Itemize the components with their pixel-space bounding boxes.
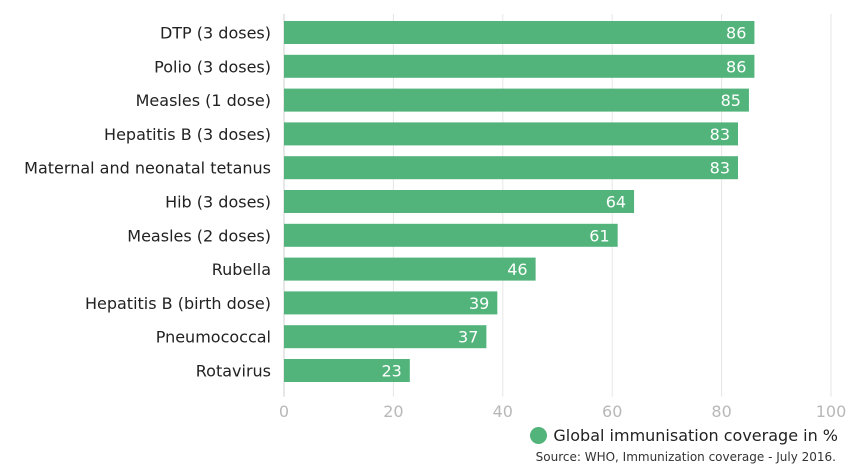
category-label: Polio (3 doses) <box>154 57 271 76</box>
category-label: Pneumococcal <box>156 328 271 347</box>
x-tick-label-100: 100 <box>816 402 847 421</box>
value-label: 61 <box>589 226 609 245</box>
category-label: Rotavirus <box>196 362 271 381</box>
category-label: Hepatitis B (3 doses) <box>104 125 271 144</box>
value-label: 83 <box>710 125 730 144</box>
value-label: 83 <box>710 159 730 178</box>
value-label: 37 <box>458 328 478 347</box>
bar <box>284 122 739 146</box>
category-label: Measles (1 dose) <box>136 91 271 110</box>
category-label: Hepatitis B (birth dose) <box>85 294 271 313</box>
bar <box>284 223 618 247</box>
x-tick-label-0: 0 <box>279 402 289 421</box>
bar <box>284 359 410 382</box>
value-label: 86 <box>726 57 746 76</box>
bar <box>284 325 487 349</box>
bar <box>284 88 749 112</box>
category-label: Measles (2 doses) <box>127 226 271 245</box>
category-labels: DTP (3 doses) Polio (3 doses) Measles (1 d… <box>24 24 271 381</box>
category-label: DTP (3 doses) <box>160 24 271 43</box>
legend-label: Global immunisation coverage in % <box>553 425 838 445</box>
source-note: Source: WHO, Immunization coverage - Jul… <box>535 450 836 464</box>
value-label: 86 <box>726 24 746 43</box>
bar <box>284 291 498 315</box>
category-label: Hib (3 doses) <box>165 193 271 212</box>
bars <box>284 21 755 382</box>
x-axis-ticks: 0 20 40 60 80 100 <box>279 402 846 421</box>
value-label: 23 <box>381 362 401 381</box>
x-tick-label-60: 60 <box>602 402 622 421</box>
category-label: Rubella <box>212 260 271 279</box>
value-labels: 86 86 85 83 83 64 61 46 39 37 23 <box>381 24 746 381</box>
value-label: 39 <box>469 294 489 313</box>
x-tick-label-20: 20 <box>383 402 403 421</box>
x-tick-label-80: 80 <box>711 402 731 421</box>
legend: Global immunisation coverage in % <box>530 424 838 446</box>
bar <box>284 257 536 281</box>
value-label: 46 <box>507 260 527 279</box>
value-label: 85 <box>721 91 741 110</box>
bar <box>284 156 739 180</box>
value-label: 64 <box>606 193 626 212</box>
x-tick-label-40: 40 <box>493 402 513 421</box>
bar <box>284 190 635 213</box>
bar <box>284 54 755 78</box>
legend-dot <box>530 426 548 444</box>
bar <box>284 21 755 44</box>
category-label: Maternal and neonatal tetanus <box>24 159 271 178</box>
